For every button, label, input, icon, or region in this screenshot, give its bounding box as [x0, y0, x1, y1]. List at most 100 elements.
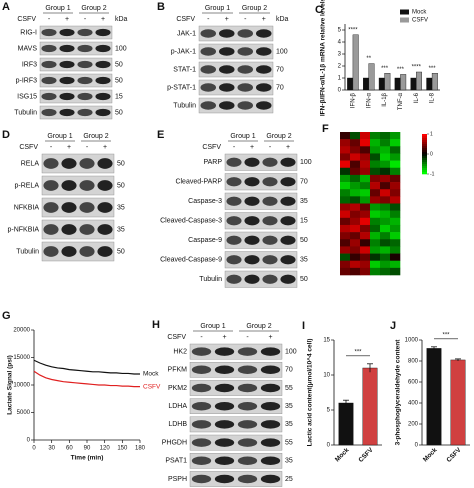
kda-label: 100	[115, 45, 127, 52]
heatmap-cell	[340, 174, 351, 183]
x-axis-title: Time (min)	[71, 455, 104, 462]
colorbar-label: 0	[430, 151, 433, 157]
band	[59, 60, 75, 69]
band	[214, 383, 235, 393]
protein-label: PHGDH	[162, 439, 187, 446]
band	[191, 474, 212, 484]
condition: +	[67, 144, 71, 151]
band	[226, 216, 242, 226]
heatmap-cell	[390, 253, 401, 261]
band	[97, 224, 113, 235]
kda-label: 50	[115, 109, 123, 116]
kda-label: 55	[285, 439, 293, 446]
band	[237, 420, 258, 429]
band	[262, 177, 278, 187]
kda-label: 55	[285, 385, 293, 392]
condition: +	[222, 334, 226, 341]
x-tick-label: 120	[100, 446, 111, 452]
panel-letter: C	[315, 4, 323, 16]
significance: ***	[354, 349, 362, 355]
heatmap-cell	[350, 232, 361, 240]
band	[41, 60, 57, 69]
heatmap-cell	[390, 182, 401, 190]
kda-label: 70	[300, 179, 308, 186]
band	[214, 401, 235, 411]
heatmap-cell	[370, 167, 381, 176]
x-tick-label: IL-8	[430, 92, 436, 103]
band	[191, 347, 212, 356]
blot-strip	[189, 362, 283, 378]
band	[77, 60, 93, 69]
protein-label: RELA	[21, 160, 40, 167]
band	[237, 29, 254, 38]
heatmap-cell	[350, 239, 361, 247]
y-tick-label: 1	[338, 76, 342, 82]
blot-strip	[41, 175, 115, 196]
kda-label: 50	[300, 237, 308, 244]
protein-label: NFKBIA	[14, 204, 40, 211]
kda-label: 35	[285, 403, 293, 410]
heatmap-cell	[350, 267, 361, 276]
legend-label: CSFV	[143, 383, 161, 390]
heatmap-cell	[370, 189, 381, 197]
heatmap-cell	[390, 246, 401, 254]
heatmap-cell	[350, 174, 361, 183]
protein-label: STAT-1	[173, 66, 196, 73]
band	[226, 255, 242, 265]
colorbar-step	[422, 172, 427, 175]
band	[244, 235, 260, 245]
heatmap-cell	[360, 267, 371, 276]
condition: -	[86, 144, 89, 151]
y-tick-label: 0	[327, 443, 331, 449]
y-axis-title: IFN-β/IFN-α/IL-1β mRNA relative levels	[320, 0, 327, 116]
protein-label: LDHB	[168, 421, 187, 428]
heatmap-cell	[360, 232, 371, 240]
band	[200, 83, 217, 92]
heatmap-cell	[340, 253, 351, 261]
heatmap-cell	[340, 224, 351, 233]
group-label: Group 2	[246, 323, 271, 330]
condition: +	[101, 16, 105, 23]
heatmap-cell	[340, 167, 351, 176]
treatment-label: CSFV	[176, 16, 195, 23]
heatmap-cell	[370, 217, 381, 226]
condition: -	[200, 334, 203, 341]
series-line	[33, 359, 140, 375]
heatmap-cell	[350, 246, 361, 254]
band	[191, 401, 212, 411]
kda-label: 50	[117, 160, 125, 167]
blot-strip	[224, 192, 298, 210]
heatmap-cell	[370, 196, 381, 204]
panel-letter: F	[322, 123, 329, 135]
heatmap-cell	[340, 260, 351, 269]
kda-label: 35	[285, 421, 293, 428]
heatmap-cell	[370, 146, 381, 154]
heatmap-cell	[390, 146, 401, 154]
colorbar-step	[422, 166, 427, 169]
band	[79, 180, 95, 191]
band	[244, 177, 260, 187]
bar	[416, 71, 422, 91]
band	[218, 83, 235, 92]
y-tick-label: 2	[338, 64, 342, 70]
heatmap-cell	[360, 239, 371, 247]
blot-strip	[224, 231, 298, 249]
condition: -	[233, 144, 236, 151]
heatmap-cell	[360, 189, 371, 197]
x-tick-label: IFN-β	[350, 92, 356, 108]
protein-label: Caspase-3	[188, 198, 222, 205]
heatmap-cell	[360, 167, 371, 176]
band	[260, 401, 281, 411]
band	[214, 456, 235, 466]
y-tick-label: 0	[415, 443, 419, 449]
kda-label: 50	[300, 276, 308, 283]
significance: ****	[348, 27, 358, 33]
kda-label: 70	[276, 84, 284, 91]
group-label: Group 1	[200, 323, 225, 330]
condition: -	[246, 334, 249, 341]
band	[226, 196, 242, 206]
band	[97, 246, 113, 257]
protein-label: IRF3	[22, 61, 37, 68]
band	[218, 47, 235, 56]
bar	[426, 348, 442, 446]
